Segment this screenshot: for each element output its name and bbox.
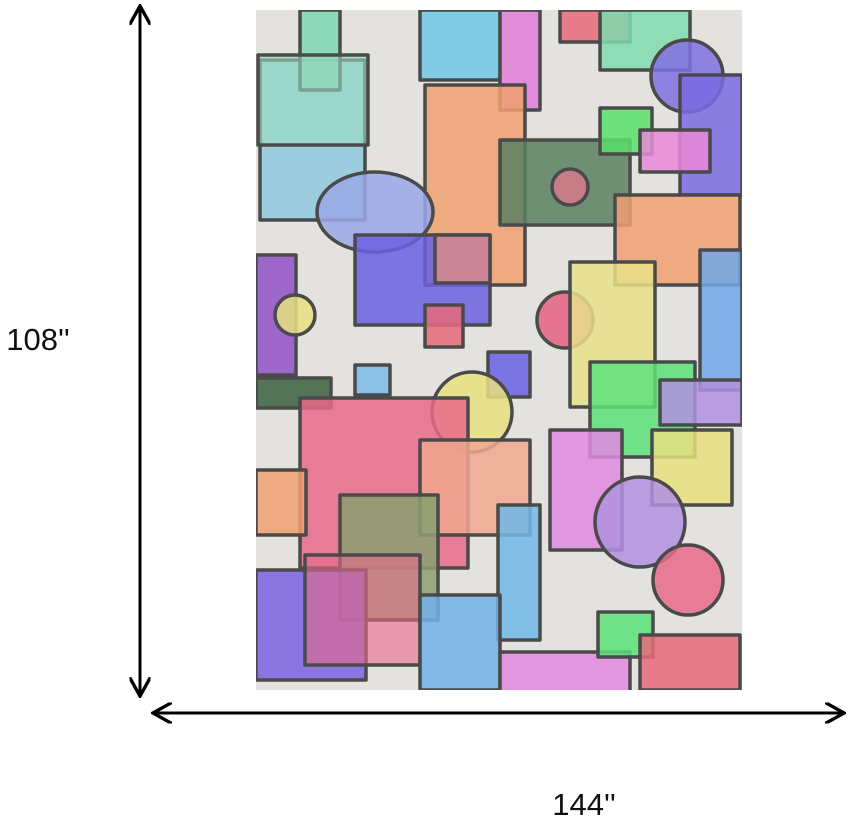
width-label: 144'' [552,787,616,822]
dimension-arrows [140,8,842,713]
height-label: 108'' [6,322,70,357]
rug [256,10,742,690]
